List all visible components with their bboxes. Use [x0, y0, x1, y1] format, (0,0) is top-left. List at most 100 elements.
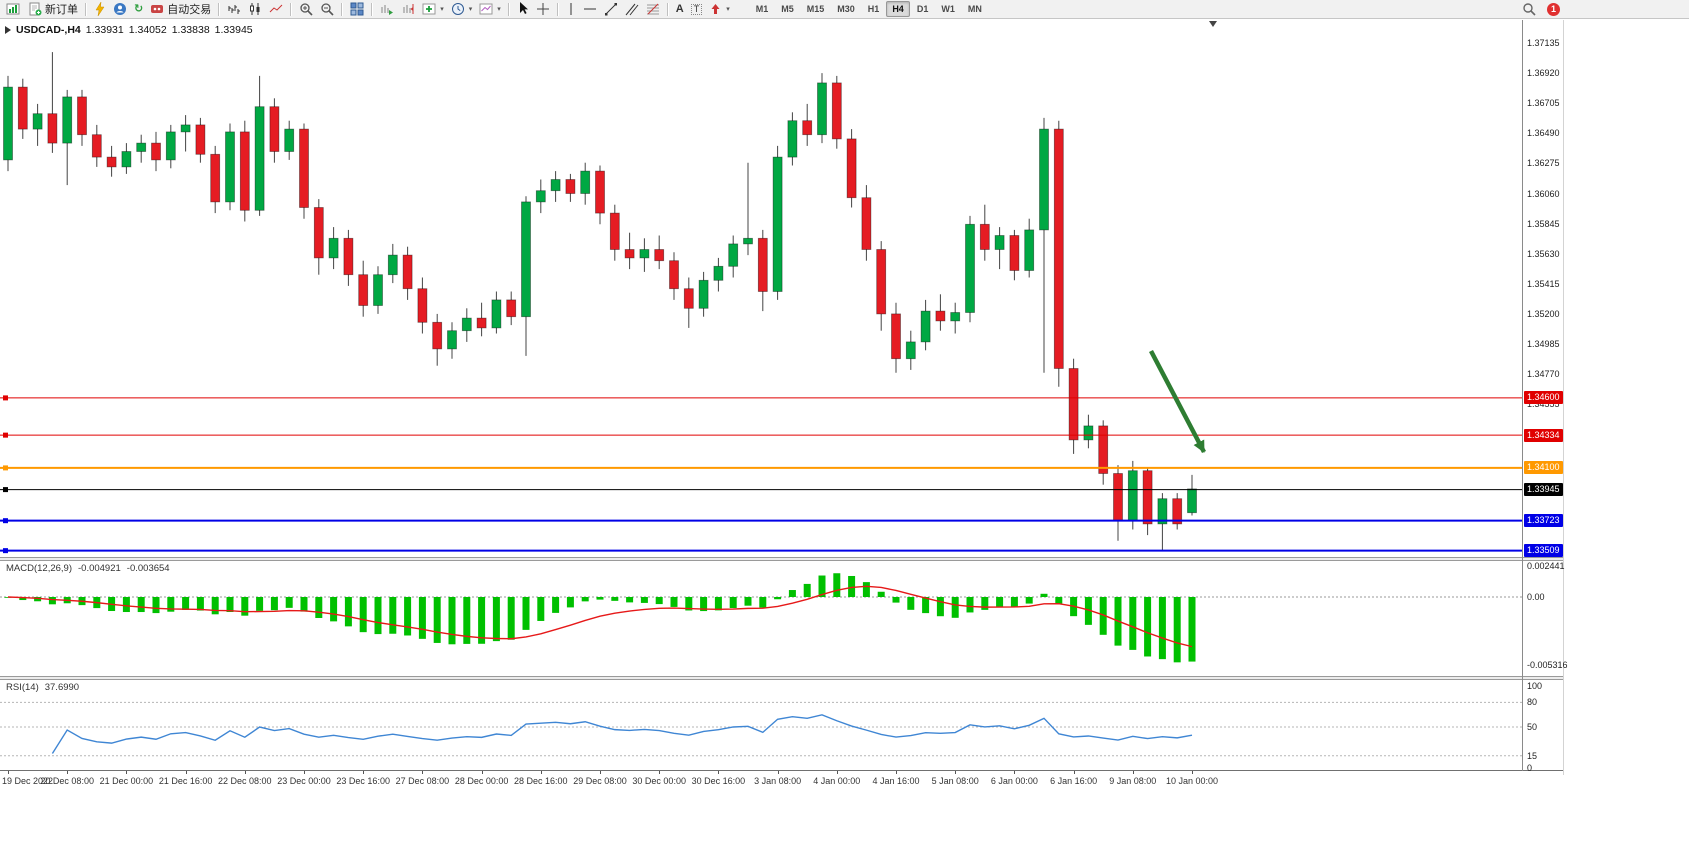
time-axis-label: 10 Jan 00:00: [1165, 776, 1219, 786]
candle-body: [106, 156, 117, 168]
autoscroll-button[interactable]: [377, 1, 397, 18]
indicators-button[interactable]: ▾: [419, 1, 447, 18]
timeframe-H1[interactable]: H1: [867, 4, 880, 14]
autotrading-label: 自动交易: [167, 4, 212, 16]
candle-body: [772, 156, 783, 292]
new-order-button[interactable]: 新订单: [25, 1, 81, 18]
macd-histogram-bar: [922, 597, 930, 614]
line-handle[interactable]: [3, 487, 8, 493]
timeframe-group: M1 M5 M15 M30 H1 H4 D1 W1 MN: [750, 1, 988, 17]
bar-chart-mode-button[interactable]: [224, 1, 244, 18]
line-chart-mode-button[interactable]: [266, 1, 286, 18]
macd-histogram-bar: [848, 575, 856, 597]
line-handle[interactable]: [3, 395, 8, 401]
macd-histogram-bar: [448, 597, 456, 645]
timeframe-H4[interactable]: H4: [886, 1, 910, 17]
candle-body: [994, 235, 1005, 250]
templates-button[interactable]: ▾: [476, 1, 504, 18]
chart-shift-button[interactable]: [398, 1, 418, 18]
macd-histogram-bar: [418, 597, 426, 639]
macd-histogram-bar: [1040, 593, 1048, 597]
line-handle[interactable]: [3, 465, 8, 471]
macd-histogram-bar: [374, 597, 382, 635]
macd-histogram-bar: [655, 597, 663, 605]
fibonacci-tool-button[interactable]: [643, 1, 663, 18]
candle-body: [284, 128, 295, 152]
text-tool-button[interactable]: A: [673, 1, 687, 18]
one-click-trading-toggle[interactable]: [5, 26, 11, 34]
macd-canvas[interactable]: [0, 561, 1522, 676]
profile-button[interactable]: [110, 1, 130, 18]
cursor-tool-button[interactable]: [514, 1, 532, 18]
rsi-axis-label: 15: [1527, 750, 1538, 761]
notification-badge[interactable]: 1: [1547, 2, 1560, 16]
candle-body: [1053, 128, 1064, 369]
price-axis-label: 1.34555: [1527, 399, 1560, 410]
periods-button[interactable]: ▾: [448, 1, 476, 18]
price-tag: 1.33509: [1524, 544, 1563, 558]
candle-body: [47, 113, 58, 144]
chart-shift-marker[interactable]: [1209, 21, 1217, 27]
timeframe-MN[interactable]: MN: [967, 4, 982, 14]
candlestick-mode-button[interactable]: [245, 1, 265, 18]
trend-arrow[interactable]: [1149, 349, 1206, 454]
trendline-tool-button[interactable]: [601, 1, 621, 18]
line-handle[interactable]: [3, 432, 8, 438]
timeframe-D1[interactable]: D1: [916, 4, 929, 14]
quick-trade-button[interactable]: [91, 1, 109, 18]
search-button[interactable]: [1519, 1, 1539, 18]
timeframe-M1[interactable]: M1: [755, 4, 769, 14]
vertical-line-tool-button[interactable]: [563, 1, 579, 18]
crosshair-icon: [536, 3, 549, 15]
toolbar-separator: [341, 2, 344, 16]
macd-histogram-bar: [596, 597, 604, 600]
toolbar: 新订单 ↻ 自动交易: [0, 0, 1689, 19]
channel-tool-button[interactable]: [622, 1, 642, 18]
candle-body: [239, 131, 250, 211]
macd-histogram-bar: [1055, 597, 1063, 604]
timeframe-W1[interactable]: W1: [941, 4, 955, 14]
new-chart-icon: [6, 3, 20, 15]
candle-body: [77, 96, 87, 136]
candle-body: [920, 310, 931, 343]
macd-histogram-bar: [300, 597, 308, 612]
tile-windows-button[interactable]: [347, 1, 367, 18]
macd-histogram-bar: [670, 597, 678, 607]
panel-separator[interactable]: [0, 557, 1563, 561]
candlestick-icon: [250, 3, 260, 15]
clock-icon: [451, 3, 464, 15]
time-axis-tick: [67, 771, 69, 774]
candle-body: [743, 237, 753, 245]
timeframe-M30[interactable]: M30: [837, 4, 855, 14]
panel-separator[interactable]: [0, 676, 1563, 680]
time-axis-tick: [540, 771, 542, 774]
rsi-value: 37.6990: [44, 682, 80, 693]
time-axis[interactable]: 19 Dec 2022 20 Dec 08:00 21 Dec 00:00 21 De…: [0, 771, 1563, 795]
timeframe-M5[interactable]: M5: [781, 4, 794, 14]
main-chart-canvas[interactable]: [0, 20, 1522, 557]
candle-body: [506, 299, 517, 318]
zoom-in-button[interactable]: [296, 1, 316, 18]
time-axis-label: 23 Dec 16:00: [336, 776, 390, 786]
zoom-in-icon: [300, 3, 313, 16]
macd-histogram-bar: [833, 573, 841, 597]
candle-body: [565, 179, 576, 194]
price-axis-label: 1.36490: [1527, 128, 1560, 139]
line-handle[interactable]: [3, 518, 8, 524]
text-label-tool-button[interactable]: T: [688, 1, 706, 18]
new-chart-button[interactable]: [3, 1, 24, 18]
macd-signal-line: [7, 585, 1193, 648]
zoom-out-button[interactable]: [317, 1, 337, 18]
autotrading-button[interactable]: 自动交易: [147, 1, 214, 18]
time-axis-label: 21 Dec 16:00: [158, 776, 213, 786]
line-handle[interactable]: [3, 548, 8, 554]
arrows-tool-button[interactable]: ▾: [706, 1, 733, 18]
price-axis[interactable]: 1.37135 1.36920 1.36705 1.36490 1.36275 1.360…: [1523, 0, 1663, 800]
rsi-canvas[interactable]: [0, 680, 1522, 770]
horizontal-line-tool-button[interactable]: [580, 1, 600, 18]
refresh-button[interactable]: ↻: [131, 1, 146, 18]
text-label-icon: T: [690, 3, 703, 15]
timeframe-M15[interactable]: M15: [806, 4, 825, 14]
time-axis-label: 19 Dec 2022: [2, 776, 54, 786]
crosshair-tool-button[interactable]: [533, 1, 553, 18]
